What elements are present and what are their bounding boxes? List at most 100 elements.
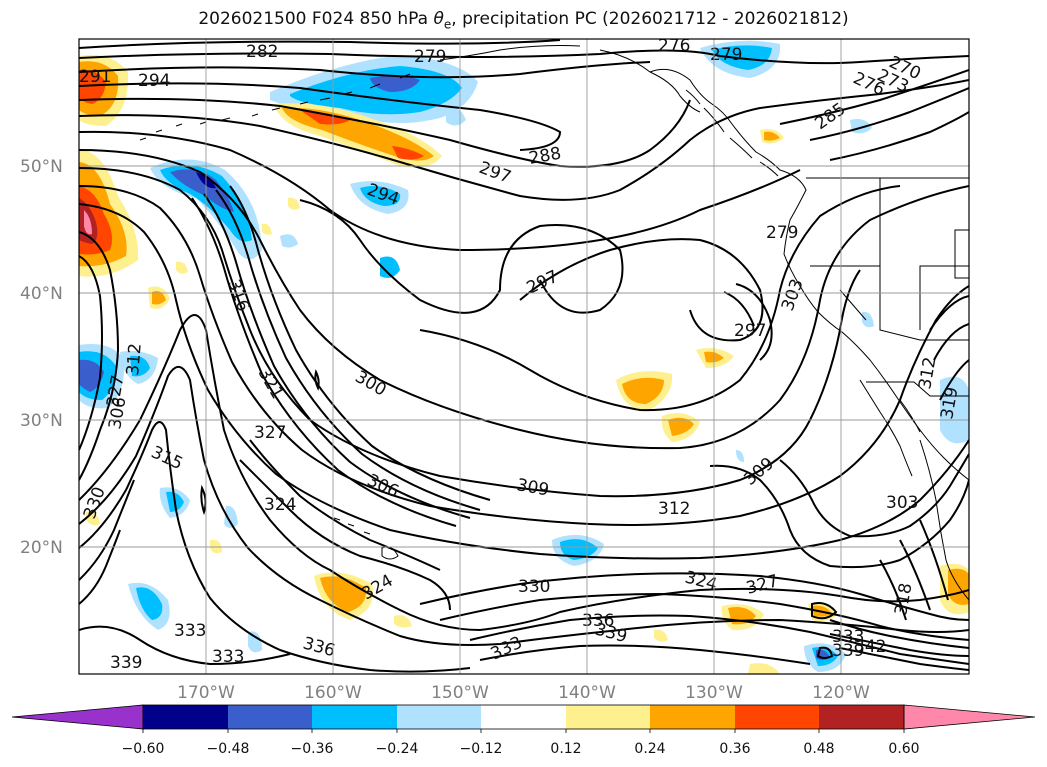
lat-label: 40°N — [20, 284, 63, 304]
colorbar-segment — [735, 705, 819, 729]
map-panel: 282 279 276 279 270 273 276 291 294 285 … — [79, 36, 969, 674]
precip-positive-region — [84, 210, 92, 235]
contour-line — [79, 49, 969, 65]
precip-positive-region — [668, 417, 694, 436]
border-us-mexico — [866, 381, 969, 397]
contour-line — [479, 644, 811, 665]
contour-label: 333 — [174, 621, 206, 641]
colorbar-extend-low — [11, 704, 144, 730]
contour-line — [249, 439, 441, 571]
precip-negative-region — [136, 587, 163, 620]
precip-negative-region — [446, 107, 466, 126]
lat-label: 50°N — [20, 157, 63, 177]
colorbar-segment — [481, 705, 566, 729]
contour-line — [200, 369, 838, 659]
colorbar-tick-label: 0.36 — [719, 741, 750, 757]
map-frame — [78, 38, 970, 675]
contour-label: 339 — [110, 653, 142, 673]
colorbar-segment — [566, 705, 650, 729]
colorbar-segment — [650, 705, 735, 729]
title-suffix: , precipitation PC (2026021712 - 2026021… — [451, 9, 849, 29]
latitude-labels: 20°N 30°N 40°N 50°N — [20, 157, 63, 558]
precip-positive-region — [394, 615, 412, 628]
precip-positive-region — [262, 223, 272, 235]
precip-shading — [79, 40, 969, 674]
precip-positive-region — [654, 629, 668, 642]
contour-line — [79, 39, 561, 49]
lon-label: 170°W — [177, 683, 235, 703]
colorbar-tick-label: −0.48 — [207, 741, 250, 757]
contour-label: 324 — [264, 495, 296, 515]
contour-line — [215, 189, 481, 511]
contour-line — [79, 366, 969, 646]
lon-label: 130°W — [685, 683, 743, 703]
contour-label: 291 — [79, 67, 111, 87]
precip-positive-region — [288, 197, 300, 210]
precip-positive-region — [392, 146, 424, 160]
contour-label: 342 — [854, 637, 886, 657]
precip-positive-region — [622, 377, 664, 404]
contour-label: 312 — [123, 342, 146, 376]
coastline-hawaii — [333, 517, 399, 560]
lon-label: 150°W — [431, 683, 489, 703]
title-theta-symbol: θ — [433, 9, 444, 29]
contour-label: 330 — [518, 577, 550, 597]
contour-line — [79, 97, 691, 168]
contour-label: 303 — [886, 493, 918, 513]
lat-label: 30°N — [20, 411, 63, 431]
title-prefix: 2026021500 F024 850 hPa — [198, 9, 429, 29]
contour-label: 297 — [734, 321, 766, 341]
contour-line — [79, 203, 969, 560]
precip-negative-region — [224, 505, 238, 528]
contour-line — [79, 167, 861, 498]
coastline-aleutians — [139, 73, 411, 141]
colorbar-ticks — [142, 729, 905, 733]
precip-negative-region — [736, 450, 744, 462]
colorbar-segment — [312, 705, 397, 729]
graticule — [79, 39, 969, 674]
contour-line — [203, 193, 471, 519]
longitude-labels: 170°W 160°W 150°W 140°W 130°W 120°W — [177, 683, 870, 703]
precip-positive-region — [79, 69, 106, 104]
colorbar-tick-label: −0.24 — [376, 741, 419, 757]
contour-label: 333 — [212, 647, 244, 667]
contour-label: 279 — [710, 45, 742, 65]
map-background — [79, 39, 969, 674]
precip-positive-region — [152, 291, 166, 305]
contour-label: 339 — [832, 641, 864, 661]
contour-label: 294 — [138, 71, 170, 91]
colorbar-tick-label: 0.24 — [634, 741, 665, 757]
contour-line — [191, 197, 457, 527]
precip-negative-region — [79, 359, 104, 392]
precip-negative-region — [940, 376, 969, 444]
contour-line — [79, 231, 120, 481]
colorbar-tick-label: −0.36 — [291, 741, 334, 757]
contour-line — [779, 69, 969, 161]
precip-negative-region — [130, 355, 150, 377]
contour-line — [79, 479, 291, 666]
precip-positive-region — [748, 663, 780, 674]
contour-label: 276 — [658, 36, 690, 56]
lat-label: 20°N — [20, 538, 63, 558]
contour-label: 333 — [832, 627, 864, 647]
contour-line — [79, 61, 651, 79]
contour-label: 336 — [582, 611, 614, 631]
precip-positive-region — [300, 110, 350, 125]
contour-line — [299, 199, 624, 314]
contour-line — [79, 255, 103, 451]
colorbar-frame — [142, 704, 905, 730]
colorbar-extend-high — [903, 704, 1036, 730]
contour-line — [439, 592, 969, 641]
precip-negative-region — [370, 75, 420, 92]
precip-positive-region — [210, 539, 222, 554]
precip-negative-region — [280, 234, 298, 248]
contour-line — [829, 619, 969, 671]
contour-line — [79, 79, 969, 201]
contour-line — [79, 149, 969, 450]
contour-line — [779, 453, 969, 538]
colorbar-tick-label: 0.12 — [550, 741, 581, 757]
colorbar-segment — [228, 705, 312, 729]
colorbar-tick-label: 0.60 — [888, 741, 919, 757]
coastline-alaska-panhandle — [649, 71, 779, 177]
colorbar-tick-label: −0.12 — [460, 741, 503, 757]
